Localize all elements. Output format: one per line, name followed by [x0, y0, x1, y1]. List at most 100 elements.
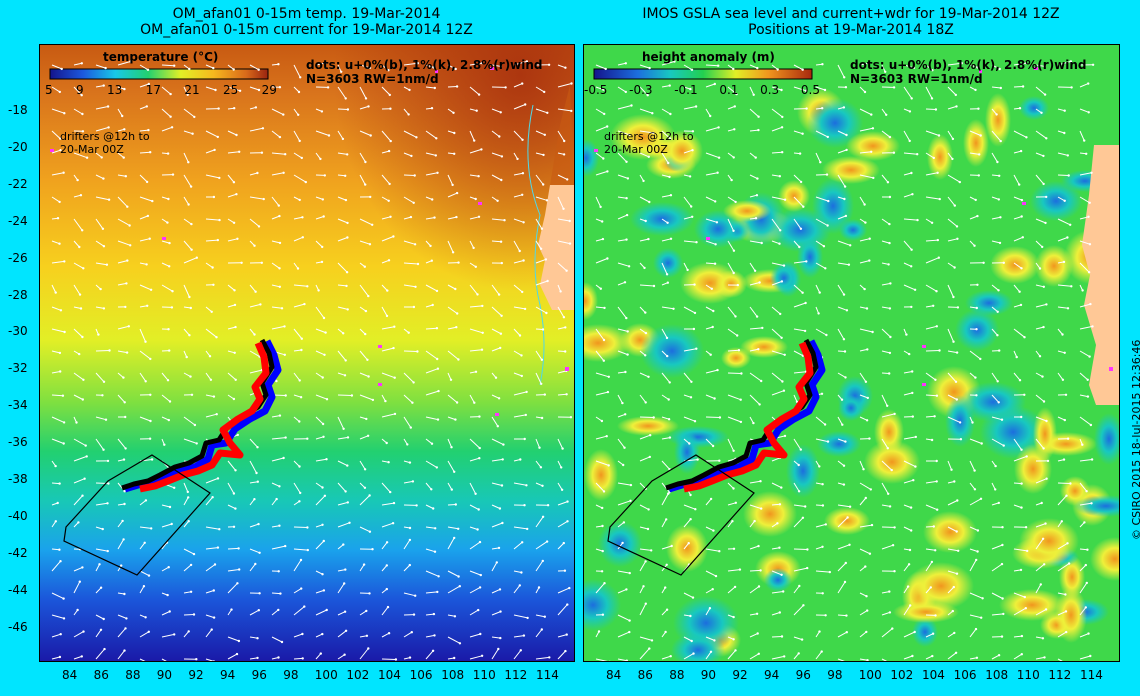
- current-vector: [705, 548, 720, 552]
- current-vector-head: [888, 222, 891, 226]
- current-vector-head: [453, 152, 456, 155]
- current-vector: [1079, 607, 1087, 616]
- current-vector-head: [999, 139, 1002, 143]
- current-vector: [991, 284, 999, 291]
- current-vector-head: [500, 484, 504, 487]
- current-vector-head: [122, 458, 126, 461]
- current-vector-head: [889, 335, 892, 339]
- current-vector-head: [1002, 261, 1005, 264]
- current-vector: [1035, 584, 1042, 594]
- current-vector-head: [102, 177, 105, 180]
- current-vector: [881, 130, 891, 138]
- current-vector: [903, 371, 913, 374]
- current-vector: [683, 306, 696, 314]
- current-vector: [249, 284, 256, 293]
- current-vector: [513, 414, 526, 418]
- current-vector: [661, 174, 670, 178]
- current-vector-head: [1061, 378, 1065, 381]
- current-vector-head: [1083, 139, 1086, 142]
- current-vector-head: [976, 283, 979, 286]
- current-vector: [1013, 328, 1025, 338]
- current-vector-head: [80, 62, 83, 65]
- current-vector: [359, 435, 369, 440]
- current-vector: [425, 284, 438, 292]
- current-vector: [903, 605, 911, 616]
- current-vector: [403, 62, 418, 66]
- current-vector-head: [187, 203, 190, 206]
- current-vector: [513, 194, 523, 198]
- current-vector: [227, 636, 240, 642]
- current-vector-head: [666, 281, 669, 284]
- current-vector-head: [150, 527, 153, 530]
- current-vector-head: [502, 443, 505, 446]
- current-vector: [617, 394, 623, 404]
- left-map-title: OM_afan01 0-15m temp. 19-Mar-2014 OM_afa…: [40, 6, 573, 38]
- current-vector-head: [602, 359, 605, 362]
- current-vector-head: [974, 198, 977, 202]
- current-vector-head: [954, 93, 957, 97]
- current-vector: [227, 174, 235, 183]
- current-vector-head: [827, 199, 830, 203]
- current-vector: [249, 218, 260, 227]
- current-vector-head: [913, 630, 916, 634]
- current-vector: [661, 306, 674, 310]
- current-vector-head: [817, 312, 820, 315]
- current-vector-head: [454, 287, 457, 291]
- current-vector: [51, 64, 62, 70]
- current-vector-head: [1001, 526, 1004, 529]
- current-vector-head: [564, 350, 567, 353]
- current-vector-head: [368, 592, 371, 595]
- current-vector: [837, 372, 846, 378]
- current-vector: [271, 325, 285, 330]
- current-vector: [639, 548, 652, 551]
- current-vector-head: [731, 520, 734, 523]
- current-vector: [793, 604, 804, 616]
- current-vector: [491, 562, 498, 572]
- current-vector: [513, 614, 528, 619]
- right-map-title: IMOS GSLA sea level and current+wdr for …: [584, 6, 1118, 38]
- current-vector-head: [933, 415, 936, 418]
- current-vector: [815, 284, 821, 293]
- current-vector: [859, 592, 867, 597]
- current-vector-head: [80, 94, 83, 97]
- current-vector-head: [371, 223, 374, 226]
- current-vector-head: [820, 392, 824, 395]
- current-vector-head: [822, 245, 826, 248]
- current-vector: [595, 658, 608, 661]
- current-vector-head: [871, 330, 874, 334]
- current-vector: [95, 438, 104, 450]
- drifter-dots: [50, 67, 569, 416]
- current-vector-head: [56, 501, 59, 505]
- current-vector: [161, 542, 168, 550]
- current-vector: [271, 130, 281, 138]
- anomaly-blob: [817, 431, 861, 457]
- current-vector: [705, 218, 718, 223]
- height-anomaly-map-panel[interactable]: height anomaly (m) -0.5 -0.3 -0.1 0.1 0.…: [583, 44, 1120, 662]
- current-vector: [683, 592, 694, 599]
- current-vector: [727, 306, 736, 317]
- current-vector-head: [299, 558, 303, 562]
- current-vector-head: [716, 171, 719, 174]
- current-vector: [925, 108, 936, 110]
- current-vector-head: [457, 575, 460, 578]
- current-vector: [205, 174, 220, 179]
- temperature-map-panel[interactable]: temperature (°C) 5 9 13 17 21 25 29 dots…: [39, 44, 575, 662]
- current-vector: [425, 650, 434, 660]
- current-vector: [447, 482, 453, 490]
- current-vector: [447, 326, 457, 330]
- current-vector: [249, 369, 263, 374]
- current-vector-head: [979, 134, 982, 137]
- current-vector-head: [452, 111, 455, 115]
- current-vector-head: [187, 161, 190, 164]
- current-vector: [227, 504, 236, 510]
- current-vector-head: [168, 349, 171, 352]
- current-vector-head: [996, 380, 999, 383]
- current-vector-head: [126, 205, 129, 208]
- current-vector-head: [189, 185, 193, 188]
- current-vector-head: [216, 477, 220, 480]
- current-vector-head: [866, 348, 869, 351]
- current-vector-head: [298, 420, 301, 423]
- current-vector: [51, 560, 61, 572]
- current-vector-head: [951, 137, 955, 141]
- current-vector: [771, 612, 780, 616]
